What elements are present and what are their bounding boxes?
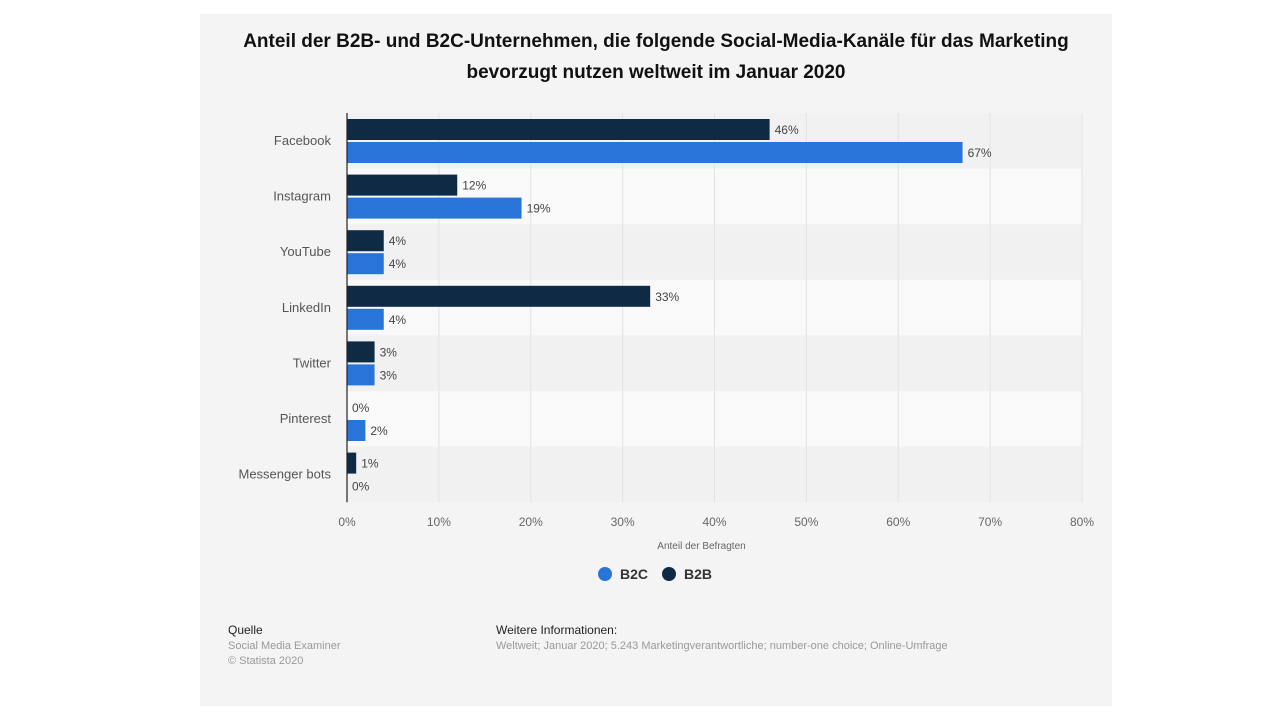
category-label: Facebook: [274, 133, 332, 148]
category-label: Twitter: [293, 355, 332, 370]
x-tick-label: 10%: [427, 515, 451, 529]
bar-b2c[interactable]: [347, 197, 522, 219]
bar-b2b[interactable]: [347, 174, 458, 196]
source-label: Quelle: [228, 623, 263, 637]
source-text[interactable]: Social Media Examiner: [228, 640, 341, 652]
legend-item-b2c[interactable]: B2C: [598, 566, 648, 582]
category-label: LinkedIn: [282, 300, 331, 315]
category-label: YouTube: [280, 244, 331, 259]
x-tick-label: 20%: [519, 515, 543, 529]
data-label: 0%: [352, 480, 370, 494]
legend-item-b2b[interactable]: B2B: [662, 566, 712, 582]
info-label[interactable]: Weitere Informationen:: [496, 623, 618, 637]
data-label: 33%: [655, 290, 679, 304]
x-tick-label: 40%: [702, 515, 726, 529]
data-label: 12%: [462, 179, 486, 193]
bar-b2b[interactable]: [347, 230, 384, 252]
bar-b2c[interactable]: [347, 253, 384, 275]
category-label: Instagram: [273, 189, 331, 204]
legend: B2C B2B: [598, 566, 712, 582]
bar-b2b[interactable]: [347, 119, 770, 140]
legend-label: B2C: [620, 566, 649, 582]
x-tick-label: 30%: [611, 515, 635, 529]
data-label: 67%: [968, 146, 992, 160]
legend-dot-b2c: [598, 567, 612, 581]
x-tick-label: 80%: [1070, 515, 1094, 529]
bar-b2b[interactable]: [347, 285, 651, 307]
copyright: © Statista 2020: [228, 655, 304, 667]
x-tick-label: 60%: [886, 515, 910, 529]
info-text: Weltweit; Januar 2020; 5.243 Marketingve…: [496, 640, 948, 652]
category-label: Messenger bots: [239, 467, 332, 482]
bar-b2c[interactable]: [347, 142, 963, 163]
x-tick-label: 0%: [338, 515, 356, 529]
info-block: Weitere Informationen: Weltweit; Januar …: [496, 623, 948, 654]
bar-b2b[interactable]: [347, 452, 357, 474]
data-label: 3%: [380, 345, 398, 359]
bar-b2b[interactable]: [347, 341, 375, 363]
bar-b2c[interactable]: [347, 364, 375, 386]
bar-b2c[interactable]: [347, 420, 366, 441]
x-tick-label: 70%: [978, 515, 1002, 529]
source-block: Quelle Social Media Examiner © Statista …: [228, 623, 341, 669]
x-tick-label: 50%: [794, 515, 818, 529]
data-label: 4%: [389, 313, 407, 327]
data-label: 1%: [361, 457, 379, 471]
data-label: 3%: [380, 368, 398, 382]
data-label: 46%: [775, 123, 799, 137]
category-label: Pinterest: [280, 411, 332, 426]
legend-dot-b2b: [662, 567, 677, 581]
legend-label: B2B: [684, 566, 713, 582]
x-axis-label: Anteil der Befragten: [657, 541, 745, 552]
chart-title: Anteil der B2B- und B2C-Unternehmen, die…: [243, 31, 1069, 83]
data-label: 19%: [527, 202, 551, 216]
data-label: 4%: [389, 257, 407, 271]
bar-b2c[interactable]: [347, 308, 384, 330]
data-label: 4%: [389, 234, 407, 248]
data-label: 2%: [370, 424, 388, 438]
data-label: 0%: [352, 401, 370, 415]
